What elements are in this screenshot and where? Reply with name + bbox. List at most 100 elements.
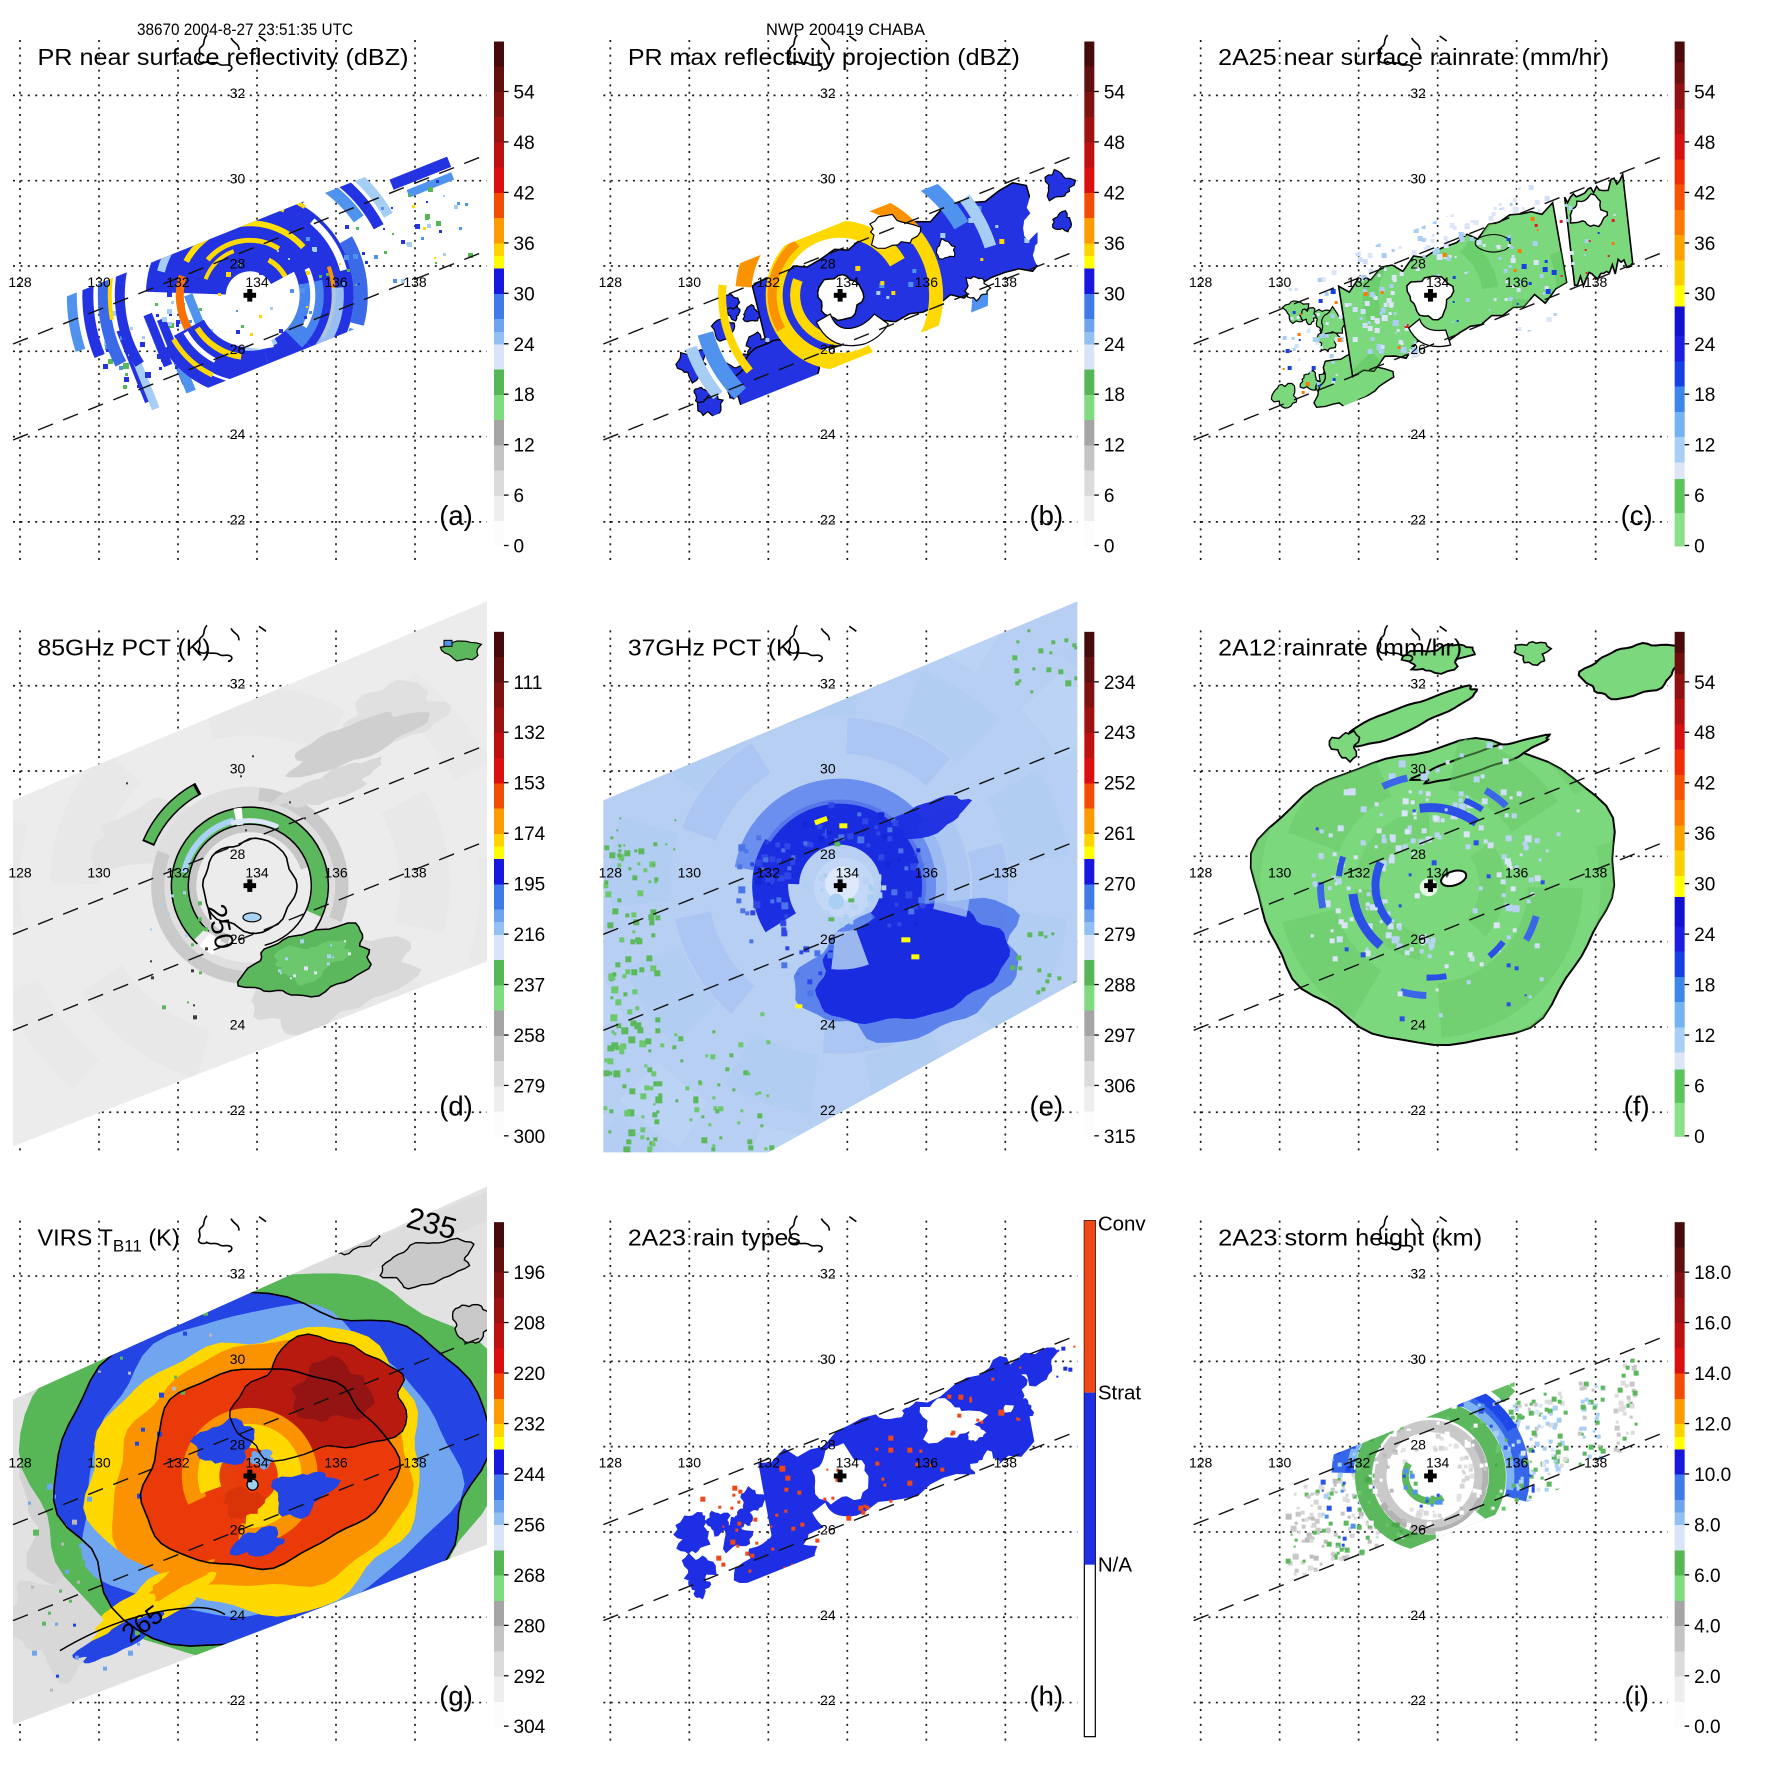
svg-text:128: 128 bbox=[599, 274, 623, 290]
svg-text:292: 292 bbox=[514, 1667, 546, 1688]
svg-text:26: 26 bbox=[230, 1522, 246, 1538]
svg-text:26: 26 bbox=[1410, 1522, 1426, 1538]
svg-text:128: 128 bbox=[8, 864, 32, 880]
svg-text:2A23 storm height (km): 2A23 storm height (km) bbox=[1218, 1225, 1482, 1251]
svg-text:136: 136 bbox=[915, 864, 939, 880]
svg-text:30: 30 bbox=[230, 761, 246, 777]
svg-text:54: 54 bbox=[514, 83, 536, 104]
svg-text:12: 12 bbox=[514, 436, 535, 457]
svg-text:232: 232 bbox=[514, 1415, 546, 1436]
svg-text:132: 132 bbox=[514, 723, 546, 744]
svg-text:24: 24 bbox=[230, 1607, 246, 1623]
svg-text:138: 138 bbox=[403, 1455, 427, 1471]
svg-text:32: 32 bbox=[820, 675, 836, 691]
svg-text:138: 138 bbox=[403, 274, 427, 290]
svg-text:28: 28 bbox=[230, 256, 246, 272]
svg-text:134: 134 bbox=[836, 274, 860, 290]
svg-text:132: 132 bbox=[1347, 1455, 1371, 1471]
svg-text:48: 48 bbox=[1694, 723, 1715, 744]
svg-text:22: 22 bbox=[230, 1102, 246, 1118]
svg-text:130: 130 bbox=[678, 1455, 702, 1471]
svg-text:26: 26 bbox=[230, 341, 246, 357]
svg-text:Conv: Conv bbox=[1098, 1213, 1147, 1236]
svg-text:PR max reflectivity projection: PR max reflectivity projection (dBZ) bbox=[628, 44, 1020, 70]
svg-text:130: 130 bbox=[1268, 1455, 1292, 1471]
svg-text:216: 216 bbox=[514, 925, 546, 946]
svg-text:130: 130 bbox=[87, 864, 111, 880]
svg-text:2A12 rainrate (mm/hr): 2A12 rainrate (mm/hr) bbox=[1218, 634, 1462, 660]
svg-text:(c): (c) bbox=[1621, 500, 1653, 531]
svg-text:42: 42 bbox=[1694, 183, 1715, 204]
svg-text:0.0: 0.0 bbox=[1694, 1717, 1720, 1738]
svg-text:54: 54 bbox=[1694, 673, 1716, 694]
svg-text:(i): (i) bbox=[1624, 1681, 1648, 1712]
svg-text:30: 30 bbox=[514, 284, 535, 305]
svg-text:28: 28 bbox=[820, 846, 836, 862]
svg-text:28: 28 bbox=[820, 1436, 836, 1452]
svg-text:128: 128 bbox=[1189, 274, 1213, 290]
svg-text:32: 32 bbox=[230, 85, 246, 101]
svg-text:30: 30 bbox=[1410, 170, 1426, 186]
svg-text:256: 256 bbox=[514, 1515, 546, 1536]
svg-text:237: 237 bbox=[514, 976, 546, 997]
svg-text:220: 220 bbox=[514, 1364, 546, 1385]
svg-text:6: 6 bbox=[1694, 486, 1705, 507]
svg-text:132: 132 bbox=[757, 274, 781, 290]
svg-text:12: 12 bbox=[1694, 1026, 1715, 1047]
svg-text:138: 138 bbox=[994, 1455, 1018, 1471]
svg-text:128: 128 bbox=[599, 1455, 623, 1471]
svg-text:4.0: 4.0 bbox=[1694, 1616, 1720, 1637]
svg-text:(h): (h) bbox=[1030, 1681, 1064, 1712]
svg-text:132: 132 bbox=[166, 864, 190, 880]
svg-text:136: 136 bbox=[324, 274, 348, 290]
svg-text:258: 258 bbox=[514, 1026, 546, 1047]
svg-text:30: 30 bbox=[1104, 284, 1125, 305]
svg-text:24: 24 bbox=[1104, 335, 1126, 356]
svg-text:136: 136 bbox=[1505, 274, 1529, 290]
svg-text:268: 268 bbox=[514, 1566, 546, 1587]
svg-text:22: 22 bbox=[820, 512, 836, 528]
svg-text:0: 0 bbox=[1694, 1127, 1705, 1148]
svg-text:38670 2004-8-27 23:51:35 UTC: 38670 2004-8-27 23:51:35 UTC bbox=[137, 20, 353, 39]
svg-text:32: 32 bbox=[230, 1266, 246, 1282]
svg-text:288: 288 bbox=[1104, 976, 1136, 997]
svg-text:26: 26 bbox=[820, 1522, 836, 1538]
svg-text:134: 134 bbox=[1426, 864, 1450, 880]
svg-text:22: 22 bbox=[820, 1692, 836, 1708]
svg-text:30: 30 bbox=[820, 1351, 836, 1367]
svg-text:(d): (d) bbox=[439, 1090, 473, 1121]
svg-text:136: 136 bbox=[915, 274, 939, 290]
svg-text:132: 132 bbox=[1347, 864, 1371, 880]
svg-text:244: 244 bbox=[514, 1465, 546, 1486]
svg-text:297: 297 bbox=[1104, 1026, 1136, 1047]
svg-text:28: 28 bbox=[1410, 256, 1426, 272]
svg-text:N/A: N/A bbox=[1098, 1554, 1133, 1577]
svg-text:132: 132 bbox=[166, 274, 190, 290]
svg-text:(e): (e) bbox=[1030, 1090, 1064, 1121]
svg-text:32: 32 bbox=[1410, 675, 1426, 691]
svg-text:243: 243 bbox=[1104, 723, 1136, 744]
svg-text:28: 28 bbox=[820, 256, 836, 272]
svg-text:28: 28 bbox=[1410, 1436, 1426, 1452]
svg-text:0: 0 bbox=[1694, 537, 1705, 558]
svg-text:36: 36 bbox=[1104, 234, 1125, 255]
svg-text:174: 174 bbox=[514, 824, 546, 845]
svg-text:279: 279 bbox=[514, 1076, 546, 1097]
svg-text:138: 138 bbox=[403, 864, 427, 880]
svg-text:130: 130 bbox=[1268, 274, 1292, 290]
svg-text:24: 24 bbox=[1694, 925, 1716, 946]
svg-text:12: 12 bbox=[1694, 436, 1715, 457]
svg-text:26: 26 bbox=[1410, 341, 1426, 357]
svg-text:138: 138 bbox=[994, 274, 1018, 290]
svg-text:12: 12 bbox=[1104, 436, 1125, 457]
svg-text:195: 195 bbox=[514, 875, 546, 896]
svg-text:24: 24 bbox=[820, 426, 836, 442]
svg-text:(g): (g) bbox=[439, 1681, 473, 1712]
svg-text:24: 24 bbox=[1410, 426, 1426, 442]
svg-text:22: 22 bbox=[230, 1692, 246, 1708]
svg-text:22: 22 bbox=[820, 1102, 836, 1118]
svg-text:22: 22 bbox=[1410, 1102, 1426, 1118]
svg-text:30: 30 bbox=[230, 1351, 246, 1367]
svg-text:37GHz PCT (K): 37GHz PCT (K) bbox=[628, 634, 801, 660]
svg-text:130: 130 bbox=[1268, 864, 1292, 880]
